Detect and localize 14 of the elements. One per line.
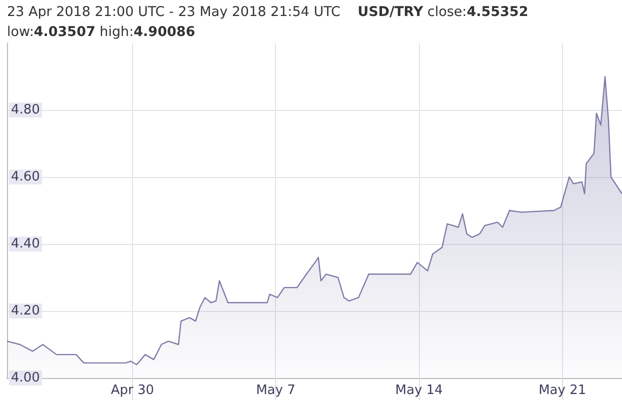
y-tick-label: 4.60 <box>11 170 40 184</box>
x-tick-label: May 14 <box>395 383 443 398</box>
y-tick-label: 4.00 <box>11 370 40 386</box>
text: close:4.55352 <box>427 4 528 20</box>
text: low:4.03507 <box>7 24 96 40</box>
text: high:4.90086 <box>100 24 196 40</box>
x-tick-label: May 21 <box>538 383 586 398</box>
x-tick-label: May 7 <box>256 383 296 398</box>
y-tick-label: 4.80 <box>11 102 40 118</box>
chart-title: 23 Apr 2018 21:00 UTC - 23 May 2018 21:54 UTC <box>7 4 340 20</box>
y-tick-label: 4.20 <box>11 304 40 318</box>
x-tick-label: Apr 30 <box>110 383 154 398</box>
y-tick-label: 4.40 <box>11 236 40 252</box>
chart-subtitle: USD/TRY <box>358 4 424 20</box>
